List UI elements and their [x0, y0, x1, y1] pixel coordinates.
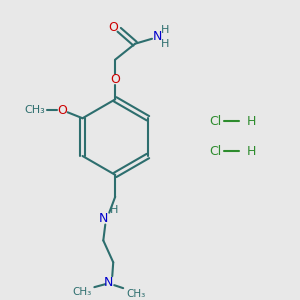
Text: O: O: [108, 21, 118, 34]
Text: Cl: Cl: [210, 115, 222, 128]
Text: O: O: [58, 104, 68, 117]
Text: H: H: [110, 205, 118, 214]
Text: CH₃: CH₃: [73, 287, 92, 297]
Text: N: N: [103, 276, 113, 289]
Text: N: N: [99, 212, 108, 225]
Text: CH₃: CH₃: [127, 289, 146, 299]
Text: H: H: [161, 25, 169, 35]
Text: CH₃: CH₃: [25, 105, 45, 115]
Text: O: O: [110, 73, 120, 86]
Text: H: H: [246, 145, 256, 158]
Text: N: N: [152, 30, 162, 43]
Text: H: H: [246, 115, 256, 128]
Text: Cl: Cl: [210, 145, 222, 158]
Text: H: H: [161, 39, 169, 49]
